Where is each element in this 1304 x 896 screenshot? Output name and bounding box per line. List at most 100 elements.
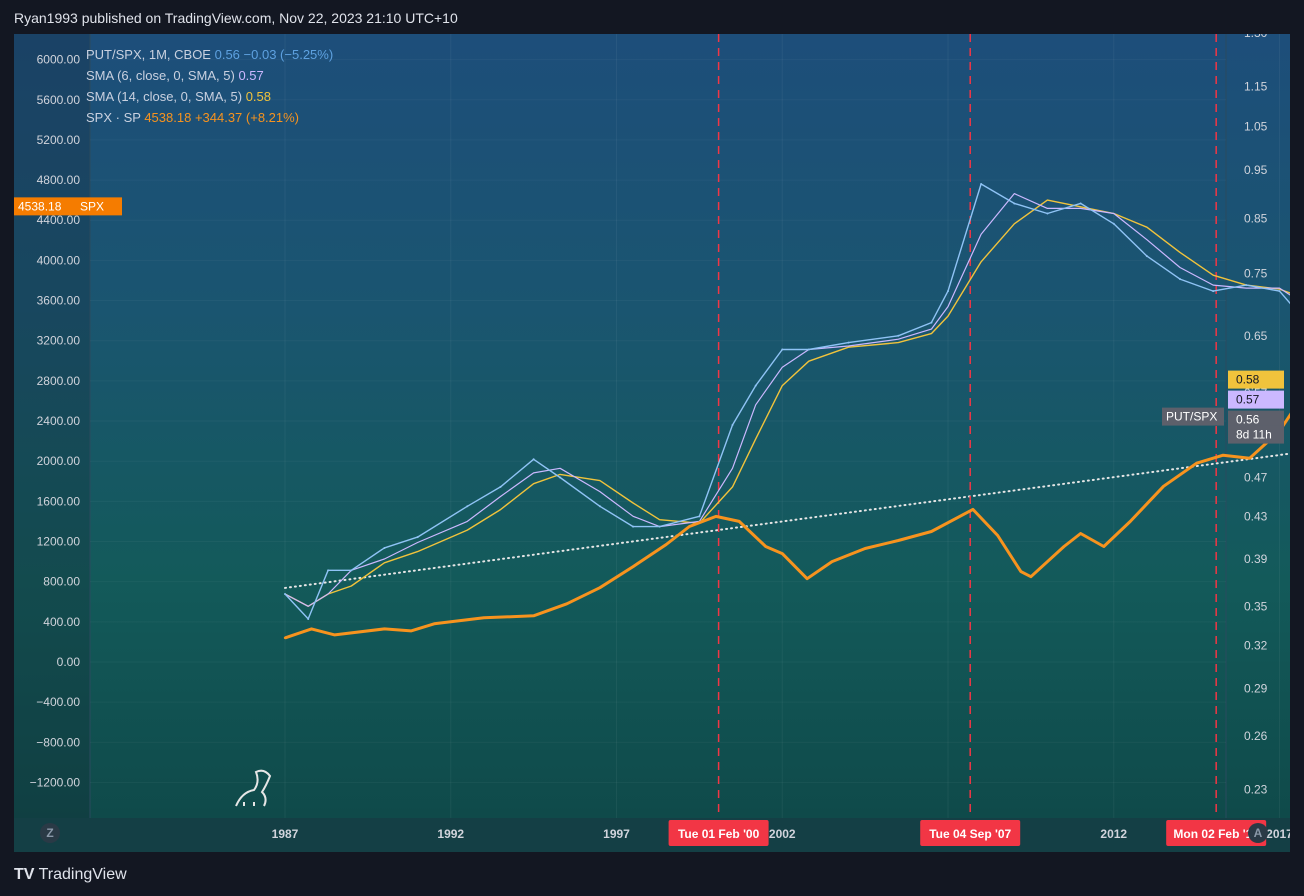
right-badge-0.56[interactable] <box>1228 410 1284 429</box>
left-tick-label: 2400.00 <box>37 414 81 428</box>
spx-point <box>1129 520 1132 523</box>
trendline[interactable] <box>284 433 1290 589</box>
spx-price-label: 4538.18 <box>18 199 62 213</box>
chart-legend: PUT/SPX, 1M, CBOE 0.56 −0.03 (−5.25%) SM… <box>86 44 333 128</box>
putspx-tag-badge[interactable] <box>1162 407 1224 426</box>
right-badge-0.57[interactable] <box>1228 390 1284 409</box>
spx-point <box>482 616 486 620</box>
legend-sma14-value: 0.58 <box>245 89 271 104</box>
putspx-point <box>847 341 850 344</box>
left-tick-label: 1200.00 <box>37 535 81 549</box>
putspx-point <box>307 617 310 620</box>
dino-icon <box>235 769 272 807</box>
countdown-label: 8d 11h <box>1236 428 1272 442</box>
putspx-point <box>1179 278 1182 281</box>
marker-date-badge-1[interactable] <box>668 820 769 846</box>
legend-sma14[interactable]: SMA (14, close, 0, SMA, 5) 0.58 <box>86 86 333 107</box>
putspx-point <box>947 290 949 293</box>
time-axis-bar[interactable]: 198719921997200220072012201720222027Tue … <box>14 818 1293 852</box>
sma6-line[interactable] <box>284 193 1290 607</box>
chart-pane[interactable]: 6000.00 5600.00 5200.00 4800.00 4400.00 4000.… <box>14 34 1290 818</box>
x-tick-label: 2012 <box>1100 827 1127 841</box>
left-tick-label: −800.00 <box>36 735 80 749</box>
x-tick-label: 1992 <box>437 827 464 841</box>
publish-line: Ryan1993 published on TradingView.com, N… <box>14 10 458 26</box>
left-tick-label: 4000.00 <box>37 253 81 267</box>
putspx-point <box>754 384 757 387</box>
right-tick-label: 1.05 <box>1244 119 1268 133</box>
legend-putspx-value: 0.56 <box>214 47 240 62</box>
spx-tag-badge[interactable] <box>76 197 122 216</box>
spx-point <box>1248 456 1251 460</box>
legend-spx[interactable]: SPX · SP 4538.18 +344.37 (+8.21%) <box>86 107 333 128</box>
putspx-point <box>466 505 469 508</box>
right-badge-0.58[interactable] <box>1228 370 1284 389</box>
right-tick-label: 0.43 <box>1244 509 1268 523</box>
left-price-scale[interactable] <box>14 34 90 818</box>
putspx-point <box>559 476 562 479</box>
legend-putspx-change: −0.03 (−5.25%) <box>243 47 334 62</box>
putspx-point <box>1112 222 1115 225</box>
putspx-point <box>1245 284 1248 287</box>
auto-scale-right-button-label: A <box>1254 826 1263 840</box>
marker-date-badge-3[interactable] <box>1166 820 1267 846</box>
right-tick-label: 0.65 <box>1244 329 1268 343</box>
right-tick-label: 0.32 <box>1244 638 1268 652</box>
spx-point <box>1062 545 1066 548</box>
right-tick-label: 1.30 <box>1244 34 1268 40</box>
spx-point <box>532 614 535 618</box>
putspx-point <box>1212 290 1215 293</box>
putspx-point <box>658 525 661 528</box>
left-tick-label: 4800.00 <box>37 173 81 187</box>
left-tick-label: 5200.00 <box>37 133 81 147</box>
putspx-line[interactable] <box>284 183 1290 620</box>
putspx-point <box>284 592 286 595</box>
time-axis[interactable]: 198719921997200220072012201720222027Tue … <box>14 818 1293 852</box>
footer: TV TradingView <box>0 852 1304 896</box>
spx-point <box>1019 570 1023 573</box>
right-tick-label: 0.39 <box>1244 552 1268 566</box>
putspx-point <box>1046 212 1049 215</box>
putspx-point <box>632 525 635 528</box>
left-tick-label: 3200.00 <box>37 334 81 348</box>
spx-point <box>863 547 867 550</box>
left-tick-label: 0.00 <box>57 655 81 669</box>
spx-point <box>432 622 436 626</box>
tradingview-logo: TV TradingView <box>14 866 127 884</box>
putspx-point <box>499 485 502 488</box>
spx-point <box>930 530 933 533</box>
legend-sma6[interactable]: SMA (6, close, 0, SMA, 5) 0.57 <box>86 65 333 86</box>
marker-date-label: Tue 04 Sep '07 <box>929 827 1011 841</box>
spx-point <box>333 633 336 637</box>
spx-point <box>805 577 809 580</box>
x-tick-label: 1997 <box>603 827 630 841</box>
left-tick-label: −400.00 <box>36 695 80 709</box>
spx-point <box>1221 453 1225 457</box>
right-tick-label: 0.29 <box>1244 681 1268 695</box>
putspx-point <box>781 348 784 351</box>
tv-brand-text: TradingView <box>38 866 127 883</box>
putspx-point <box>1079 202 1082 205</box>
putspx-point <box>1278 290 1281 293</box>
sma14-line[interactable] <box>284 199 1290 607</box>
spx-price-badge[interactable] <box>14 197 76 216</box>
legend-putspx[interactable]: PUT/SPX, 1M, CBOE 0.56 −0.03 (−5.25%) <box>86 44 333 65</box>
spx-line[interactable] <box>284 185 1290 640</box>
auto-scale-right-button[interactable] <box>1248 823 1268 843</box>
marker-date-badge-2[interactable] <box>920 820 1021 846</box>
right-tick-label: 0.75 <box>1244 266 1268 280</box>
spx-point <box>830 560 834 563</box>
left-tick-label: 4400.00 <box>37 213 81 227</box>
spx-point <box>764 545 767 548</box>
tv-logo-icon: TV <box>14 866 35 883</box>
putspx-point <box>532 458 535 461</box>
putspx-point <box>350 569 353 572</box>
legend-sma6-value: 0.57 <box>238 68 264 83</box>
auto-scale-left-button[interactable] <box>40 823 60 843</box>
publish-header: Ryan1993 published on TradingView.com, N… <box>0 0 1304 34</box>
legend-spx-change: +344.37 (+8.21%) <box>194 110 300 125</box>
legend-spx-value: 4538.18 <box>144 110 192 125</box>
countdown-badge <box>1228 425 1284 444</box>
chart-canvas[interactable]: 6000.00 5600.00 5200.00 4800.00 4400.00 4000.… <box>14 34 1290 818</box>
spx-point <box>714 515 718 518</box>
